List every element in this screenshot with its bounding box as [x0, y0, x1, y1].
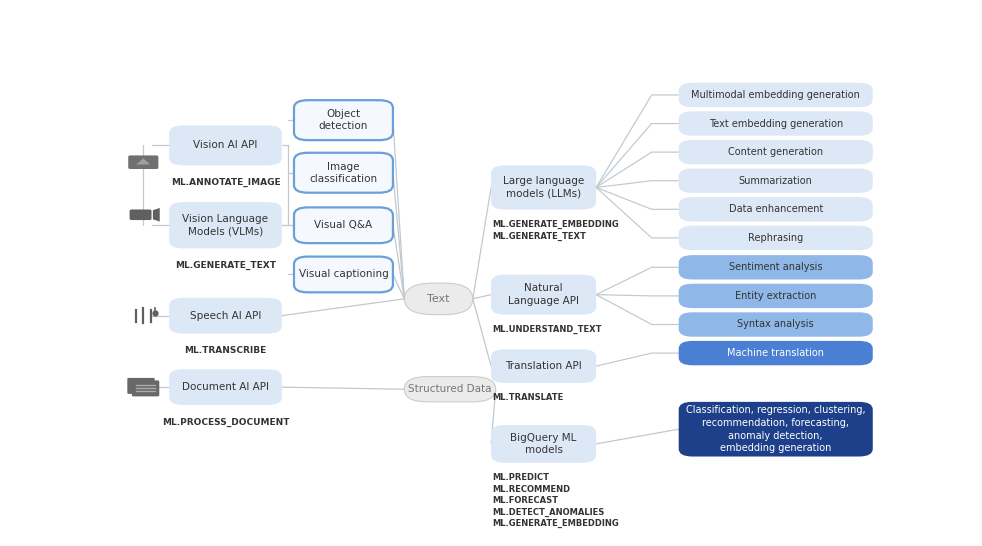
FancyBboxPatch shape	[679, 402, 873, 456]
Polygon shape	[136, 158, 150, 164]
FancyBboxPatch shape	[294, 257, 393, 292]
FancyBboxPatch shape	[130, 210, 151, 220]
Text: Visual Q&A: Visual Q&A	[314, 220, 372, 230]
FancyBboxPatch shape	[294, 207, 393, 243]
Text: Structured Data: Structured Data	[409, 384, 492, 394]
Text: ML.PREDICT
ML.RECOMMEND
ML.FORECAST
ML.DETECT_ANOMALIES
ML.GENERATE_EMBEDDING: ML.PREDICT ML.RECOMMEND ML.FORECAST ML.D…	[493, 473, 620, 529]
FancyBboxPatch shape	[405, 283, 473, 314]
FancyBboxPatch shape	[169, 298, 282, 334]
FancyBboxPatch shape	[491, 275, 596, 314]
FancyBboxPatch shape	[294, 153, 393, 193]
FancyBboxPatch shape	[491, 425, 596, 463]
Text: Entity extraction: Entity extraction	[736, 291, 816, 301]
FancyBboxPatch shape	[294, 100, 393, 140]
FancyBboxPatch shape	[679, 111, 873, 136]
FancyBboxPatch shape	[679, 284, 873, 308]
Text: ML.TRANSLATE: ML.TRANSLATE	[493, 394, 564, 402]
FancyBboxPatch shape	[405, 377, 496, 402]
FancyBboxPatch shape	[679, 255, 873, 280]
FancyBboxPatch shape	[169, 126, 282, 165]
Text: Translation API: Translation API	[505, 361, 582, 371]
FancyBboxPatch shape	[129, 156, 158, 169]
Text: Multimodal embedding generation: Multimodal embedding generation	[691, 90, 860, 100]
Text: Classification, regression, clustering,
recommendation, forecasting,
anomaly det: Classification, regression, clustering, …	[685, 405, 865, 453]
Text: Natural
Language API: Natural Language API	[508, 283, 579, 306]
Text: Speech AI API: Speech AI API	[190, 311, 261, 321]
Text: ML.ANNOTATE_IMAGE: ML.ANNOTATE_IMAGE	[171, 178, 280, 187]
FancyBboxPatch shape	[132, 381, 159, 396]
FancyBboxPatch shape	[491, 349, 596, 383]
Text: Syntax analysis: Syntax analysis	[737, 319, 814, 329]
Text: ML.TRANSCRIBE: ML.TRANSCRIBE	[185, 346, 267, 355]
Text: Object
detection: Object detection	[319, 109, 368, 132]
Text: ML.PROCESS_DOCUMENT: ML.PROCESS_DOCUMENT	[162, 418, 290, 427]
Polygon shape	[153, 208, 160, 222]
Text: Machine translation: Machine translation	[728, 348, 824, 358]
FancyBboxPatch shape	[169, 202, 282, 248]
FancyBboxPatch shape	[679, 169, 873, 193]
FancyBboxPatch shape	[169, 369, 282, 405]
Text: Large language
models (LLMs): Large language models (LLMs)	[503, 176, 584, 199]
FancyBboxPatch shape	[128, 378, 155, 394]
FancyBboxPatch shape	[679, 83, 873, 107]
Text: Vision Language
Models (VLMs): Vision Language Models (VLMs)	[183, 214, 268, 236]
Text: Document AI API: Document AI API	[182, 382, 269, 392]
Text: Rephrasing: Rephrasing	[748, 233, 803, 243]
Text: ML.GENERATE_EMBEDDING
ML.GENERATE_TEXT: ML.GENERATE_EMBEDDING ML.GENERATE_TEXT	[493, 220, 620, 241]
Text: ML.UNDERSTAND_TEXT: ML.UNDERSTAND_TEXT	[493, 325, 602, 334]
FancyBboxPatch shape	[491, 165, 596, 210]
FancyBboxPatch shape	[679, 225, 873, 250]
Text: Summarization: Summarization	[738, 176, 813, 186]
Text: Content generation: Content generation	[729, 147, 823, 157]
FancyBboxPatch shape	[679, 341, 873, 365]
FancyBboxPatch shape	[679, 312, 873, 337]
Text: Text: Text	[427, 294, 450, 304]
Text: Visual captioning: Visual captioning	[299, 270, 388, 280]
Text: BigQuery ML
models: BigQuery ML models	[511, 432, 576, 455]
FancyBboxPatch shape	[679, 197, 873, 222]
Text: Data enhancement: Data enhancement	[729, 204, 823, 214]
Text: Text embedding generation: Text embedding generation	[709, 118, 843, 128]
Text: Vision AI API: Vision AI API	[193, 140, 257, 150]
Text: Image
classification: Image classification	[309, 162, 377, 184]
Text: Sentiment analysis: Sentiment analysis	[729, 262, 823, 272]
Text: ML.GENERATE_TEXT: ML.GENERATE_TEXT	[175, 261, 276, 270]
FancyBboxPatch shape	[679, 140, 873, 164]
